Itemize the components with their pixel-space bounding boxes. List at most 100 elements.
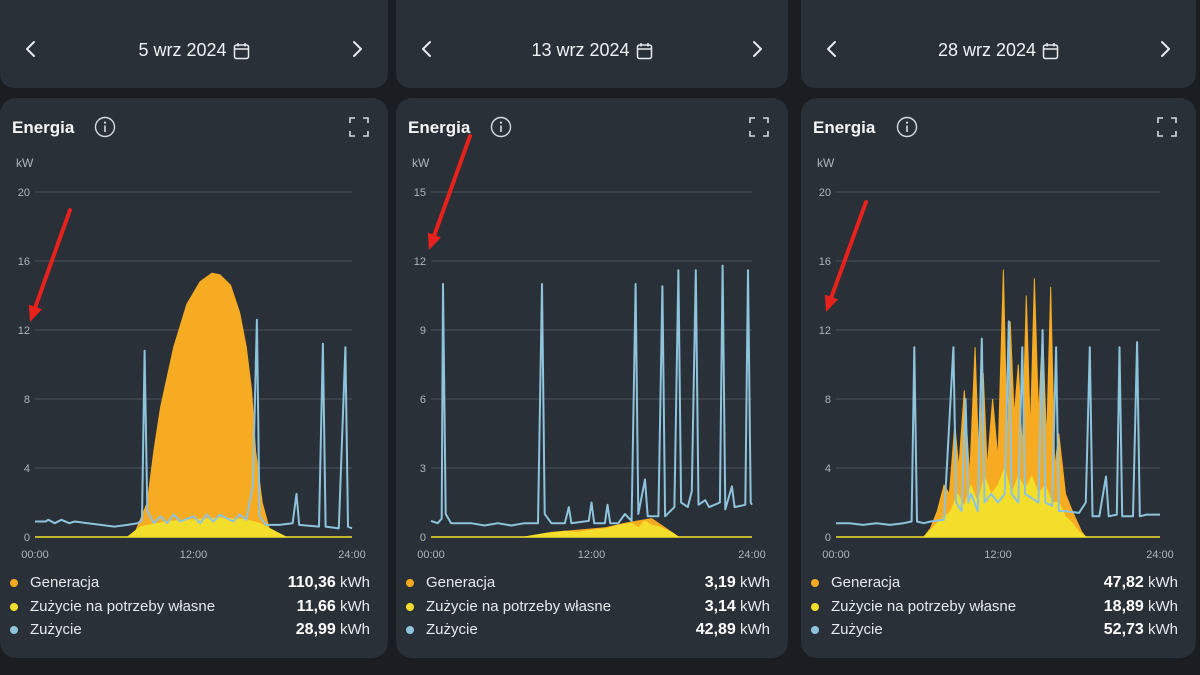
energy-chart: 0 3 6 9 12 15 00:00 12:00 24:00 [414, 187, 766, 561]
legend-item[interactable]: Zużycie na potrzeby własne 11,66 kWh [10, 598, 370, 622]
legend-value: 18,89 kWh [1104, 598, 1178, 616]
legend-dot-icon [10, 626, 18, 634]
series-line-zuzycie [35, 318, 353, 530]
y-axis-unit: kW [817, 156, 835, 170]
legend-name: Generacja [426, 574, 496, 591]
legend-value-unit: kWh [335, 621, 370, 638]
series-area-zuzycie-wlasne [922, 466, 1088, 538]
chevron-left-icon [827, 41, 836, 57]
x-tick-label: 00:00 [21, 549, 49, 561]
legend-dot-icon [811, 602, 819, 611]
date-label: 13 wrz 2024 [531, 40, 630, 60]
legend-item[interactable]: Generacja 47,82 kWh [811, 574, 1178, 598]
legend-value: 28,99 kWh [296, 621, 370, 639]
legend-value: 3,19 kWh [705, 574, 770, 592]
x-tick-label: 24:00 [338, 549, 366, 561]
legend-dot-icon [406, 602, 414, 611]
date-selector[interactable]: 28 wrz 2024 [801, 40, 1196, 61]
info-icon[interactable] [490, 116, 512, 138]
date-label: 5 wrz 2024 [138, 40, 227, 60]
y-tick-label: 15 [414, 187, 426, 199]
legend-value: 11,66 kWh [297, 598, 370, 616]
previous-day-button[interactable] [414, 36, 440, 62]
legend-value: 47,82 kWh [1104, 574, 1178, 592]
y-tick-label: 20 [18, 187, 30, 199]
next-day-button[interactable] [1152, 36, 1178, 62]
legend-dot-icon [406, 626, 414, 634]
legend-dot-icon [406, 579, 414, 587]
x-tick-label: 12:00 [578, 549, 606, 561]
energy-panel: 5 wrz 2024 Energia kW 0 4 8 12 16 20 00:00 12:0… [0, 0, 388, 675]
y-axis-unit: kW [16, 156, 34, 170]
legend-value-number: 11,66 [296, 597, 336, 615]
previous-day-button[interactable] [819, 36, 845, 62]
card-title: Energia [813, 118, 876, 137]
next-day-button[interactable] [744, 36, 770, 62]
legend-item[interactable]: Generacja 110,36 kWh [10, 574, 370, 598]
info-icon[interactable] [94, 116, 116, 138]
info-icon[interactable] [896, 116, 918, 138]
chevron-left-icon [26, 41, 35, 57]
y-tick-label: 9 [420, 325, 426, 337]
series-area-generacja [125, 272, 279, 538]
red-arrow-annotation [28, 208, 72, 322]
legend-value-number: 42,89 [695, 621, 736, 638]
red-arrow-annotation [427, 134, 472, 250]
energy-card: Energia kW 0 4 8 12 16 20 00:00 12:00 24:00 Gene… [0, 98, 388, 658]
y-tick-label: 12 [414, 256, 426, 268]
next-day-button[interactable] [344, 36, 370, 62]
chevron-right-icon [1161, 41, 1170, 57]
date-navigation-bar: 28 wrz 2024 [801, 0, 1196, 88]
legend-item[interactable]: Zużycie 28,99 kWh [10, 621, 370, 645]
card-title: Energia [12, 118, 75, 137]
legend-item[interactable]: Zużycie na potrzeby własne 3,14 kWh [406, 598, 770, 622]
legend-value-unit: kWh [1143, 574, 1178, 591]
x-tick-label: 00:00 [417, 549, 445, 561]
expand-icon[interactable] [348, 116, 370, 138]
date-selector[interactable]: 5 wrz 2024 [0, 40, 388, 61]
y-tick-label: 8 [825, 394, 831, 406]
legend-dot-icon [10, 579, 18, 587]
legend-item[interactable]: Zużycie 42,89 kWh [406, 621, 770, 645]
legend-value: 3,14 kWh [705, 598, 770, 616]
legend-value-unit: kWh [1143, 621, 1178, 638]
legend-name: Zużycie na potrzeby własne [30, 597, 216, 615]
legend: Generacja 110,36 kWh Zużycie na potrzeby w… [10, 574, 370, 645]
legend-item[interactable]: Generacja 3,19 kWh [406, 574, 770, 598]
date-navigation-bar: 5 wrz 2024 [0, 0, 388, 88]
legend-value: 110,36 kWh [288, 574, 370, 592]
legend-value-unit: kWh [735, 621, 770, 638]
expand-icon[interactable] [1156, 116, 1178, 138]
legend-name: Generacja [831, 574, 901, 591]
y-tick-label: 0 [420, 532, 426, 544]
expand-icon[interactable] [748, 116, 770, 138]
energy-chart: 0 4 8 12 16 20 00:00 12:00 24:00 [18, 187, 366, 561]
legend-value-number: 110,36 [287, 574, 336, 591]
date-label: 28 wrz 2024 [937, 40, 1037, 60]
series-line-zuzycie [836, 320, 1160, 526]
y-tick-label: 12 [18, 325, 30, 337]
y-tick-label: 4 [825, 463, 831, 475]
series-area-zuzycie-wlasne [524, 520, 680, 538]
date-selector[interactable]: 13 wrz 2024 [396, 40, 788, 61]
legend-value: 52,73 kWh [1104, 621, 1178, 639]
y-tick-label: 3 [420, 463, 426, 475]
legend-name: Zużycie [426, 621, 478, 638]
calendar-icon [233, 42, 249, 59]
x-tick-label: 12:00 [984, 549, 1012, 561]
red-arrow-annotation [824, 200, 868, 312]
x-tick-label: 24:00 [1146, 549, 1174, 561]
legend-value-unit: kWh [335, 597, 370, 615]
energy-chart: 0 4 8 12 16 20 00:00 12:00 24:00 [819, 187, 1174, 561]
legend-item[interactable]: Zużycie na potrzeby własne 18,89 kWh [811, 598, 1178, 622]
energy-card: Energia kW 0 3 6 9 12 15 00:00 12:00 24:00 Gener… [396, 98, 788, 658]
energy-panel: 28 wrz 2024 Energia kW 0 4 8 12 16 20 00:00 12:… [801, 0, 1196, 675]
legend-value-unit: kWh [335, 574, 370, 591]
y-tick-label: 0 [24, 532, 30, 544]
calendar-icon [1042, 42, 1059, 59]
legend-value-number: 3,14 [704, 597, 736, 615]
previous-day-button[interactable] [18, 36, 44, 62]
legend-item[interactable]: Zużycie 52,73 kWh [811, 621, 1178, 645]
chevron-left-icon [422, 41, 431, 57]
